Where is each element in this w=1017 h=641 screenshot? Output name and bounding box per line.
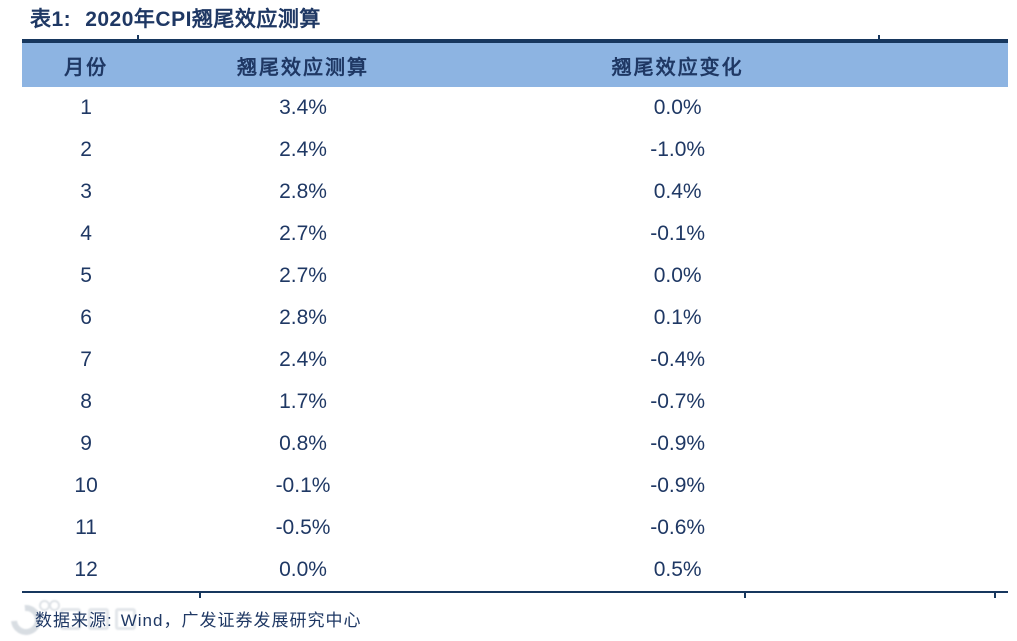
- table-row: 6 2.8% 0.1%: [22, 297, 1008, 339]
- table-header: 月份 翘尾效应测算 翘尾效应变化: [22, 43, 1008, 87]
- cell-filler: [900, 549, 1008, 591]
- cell-change: -0.9%: [650, 474, 706, 497]
- table-caption-title: 2020年CPI翘尾效应测算: [85, 8, 321, 31]
- watermark-dot-icon: [49, 600, 60, 611]
- cell-month: 1: [80, 96, 92, 119]
- cell-filler: [900, 507, 1008, 549]
- cell-month: 10: [74, 474, 98, 497]
- cell-carryover: 2.8%: [279, 306, 327, 329]
- border-tick: [199, 593, 201, 598]
- cell-carryover: -0.1%: [275, 474, 331, 497]
- cell-filler: [900, 171, 1008, 213]
- data-source: 数据来源: Wind，广发证券发展研究中心: [35, 606, 361, 631]
- column-header-change: 翘尾效应变化: [455, 43, 900, 87]
- cell-change: -1.0%: [650, 138, 706, 161]
- table-row: 4 2.7% -0.1%: [22, 213, 1008, 255]
- cell-carryover: 2.7%: [279, 222, 327, 245]
- cell-carryover: 2.4%: [279, 348, 327, 371]
- table-row: 9 0.8% -0.9%: [22, 423, 1008, 465]
- cell-change: -0.1%: [650, 222, 706, 245]
- header-row: 月份 翘尾效应测算 翘尾效应变化: [22, 43, 1008, 87]
- cell-filler: [900, 255, 1008, 297]
- cell-filler: [900, 297, 1008, 339]
- cell-month: 4: [80, 222, 92, 245]
- column-header-month: 月份: [22, 43, 151, 87]
- border-tick: [137, 35, 139, 39]
- table-bottom-rule: [22, 591, 1008, 598]
- cell-filler: [900, 423, 1008, 465]
- table-row: 5 2.7% 0.0%: [22, 255, 1008, 297]
- table-row: 2 2.4% -1.0%: [22, 129, 1008, 171]
- cell-carryover: -0.5%: [275, 516, 331, 539]
- watermark-glyph: [60, 608, 81, 630]
- cell-month: 5: [80, 264, 92, 287]
- cell-month: 9: [80, 432, 92, 455]
- cell-month: 7: [80, 348, 92, 371]
- column-header-carryover: 翘尾效应测算: [150, 43, 456, 87]
- cell-filler: [900, 465, 1008, 507]
- cell-month: 6: [80, 306, 92, 329]
- table-row: 12 0.0% 0.5%: [22, 549, 1008, 591]
- cell-change: -0.4%: [650, 348, 706, 371]
- data-source-text: Wind，广发证券发展研究中心: [120, 611, 362, 630]
- table-row: 3 2.8% 0.4%: [22, 171, 1008, 213]
- cell-carryover: 3.4%: [279, 96, 327, 119]
- cell-change: 0.0%: [653, 96, 702, 119]
- cell-carryover: 2.7%: [279, 264, 327, 287]
- table-row: 10 -0.1% -0.9%: [22, 465, 1008, 507]
- cell-carryover: 2.8%: [279, 180, 327, 203]
- cell-month: 3: [80, 180, 92, 203]
- cell-carryover: 0.0%: [279, 558, 327, 581]
- cell-filler: [900, 339, 1008, 381]
- border-tick: [878, 35, 880, 39]
- report-table-section: 表1: 2020年CPI翘尾效应测算 月份 翘尾效应测算 翘尾效应变化 1 3.4…: [22, 6, 1008, 598]
- table-row: 1 3.4% 0.0%: [22, 87, 1008, 129]
- cell-filler: [900, 213, 1008, 255]
- cell-filler: [900, 87, 1008, 129]
- watermark-glyph: [88, 608, 109, 630]
- table-row: 8 1.7% -0.7%: [22, 381, 1008, 423]
- title-divider-rule: [22, 35, 1008, 43]
- border-tick: [744, 593, 746, 598]
- cell-filler: [900, 381, 1008, 423]
- cell-change: -0.6%: [650, 516, 706, 539]
- border-tick: [994, 593, 996, 598]
- cpi-carryover-table: 月份 翘尾效应测算 翘尾效应变化 1 3.4% 0.0% 2 2.4% -1.0…: [22, 43, 1008, 591]
- table-row: 11 -0.5% -0.6%: [22, 507, 1008, 549]
- cell-change: 0.5%: [653, 558, 702, 581]
- cell-carryover: 0.8%: [279, 432, 327, 455]
- cell-month: 11: [75, 516, 97, 539]
- cell-change: 0.4%: [653, 180, 702, 203]
- cell-month: 12: [74, 558, 98, 581]
- table-body: 1 3.4% 0.0% 2 2.4% -1.0% 3 2.8% 0.4% 4 2…: [22, 87, 1008, 591]
- watermark-glyph: [115, 608, 136, 630]
- cell-change: -0.7%: [650, 390, 706, 413]
- table-row: 7 2.4% -0.4%: [22, 339, 1008, 381]
- cell-change: 0.1%: [653, 306, 702, 329]
- column-header-filler: [899, 43, 1008, 87]
- cell-change: 0.0%: [653, 264, 702, 287]
- cell-change: -0.9%: [650, 432, 706, 455]
- cell-carryover: 1.7%: [279, 390, 327, 413]
- table-caption: 表1: 2020年CPI翘尾效应测算: [30, 6, 1008, 34]
- watermark-logo: [2, 596, 142, 641]
- table-caption-label: 表1:: [30, 8, 72, 31]
- cell-month: 8: [80, 390, 92, 413]
- data-source-label: 数据来源:: [35, 611, 113, 630]
- cell-filler: [900, 129, 1008, 171]
- cell-month: 2: [80, 138, 92, 161]
- cell-carryover: 2.4%: [279, 138, 327, 161]
